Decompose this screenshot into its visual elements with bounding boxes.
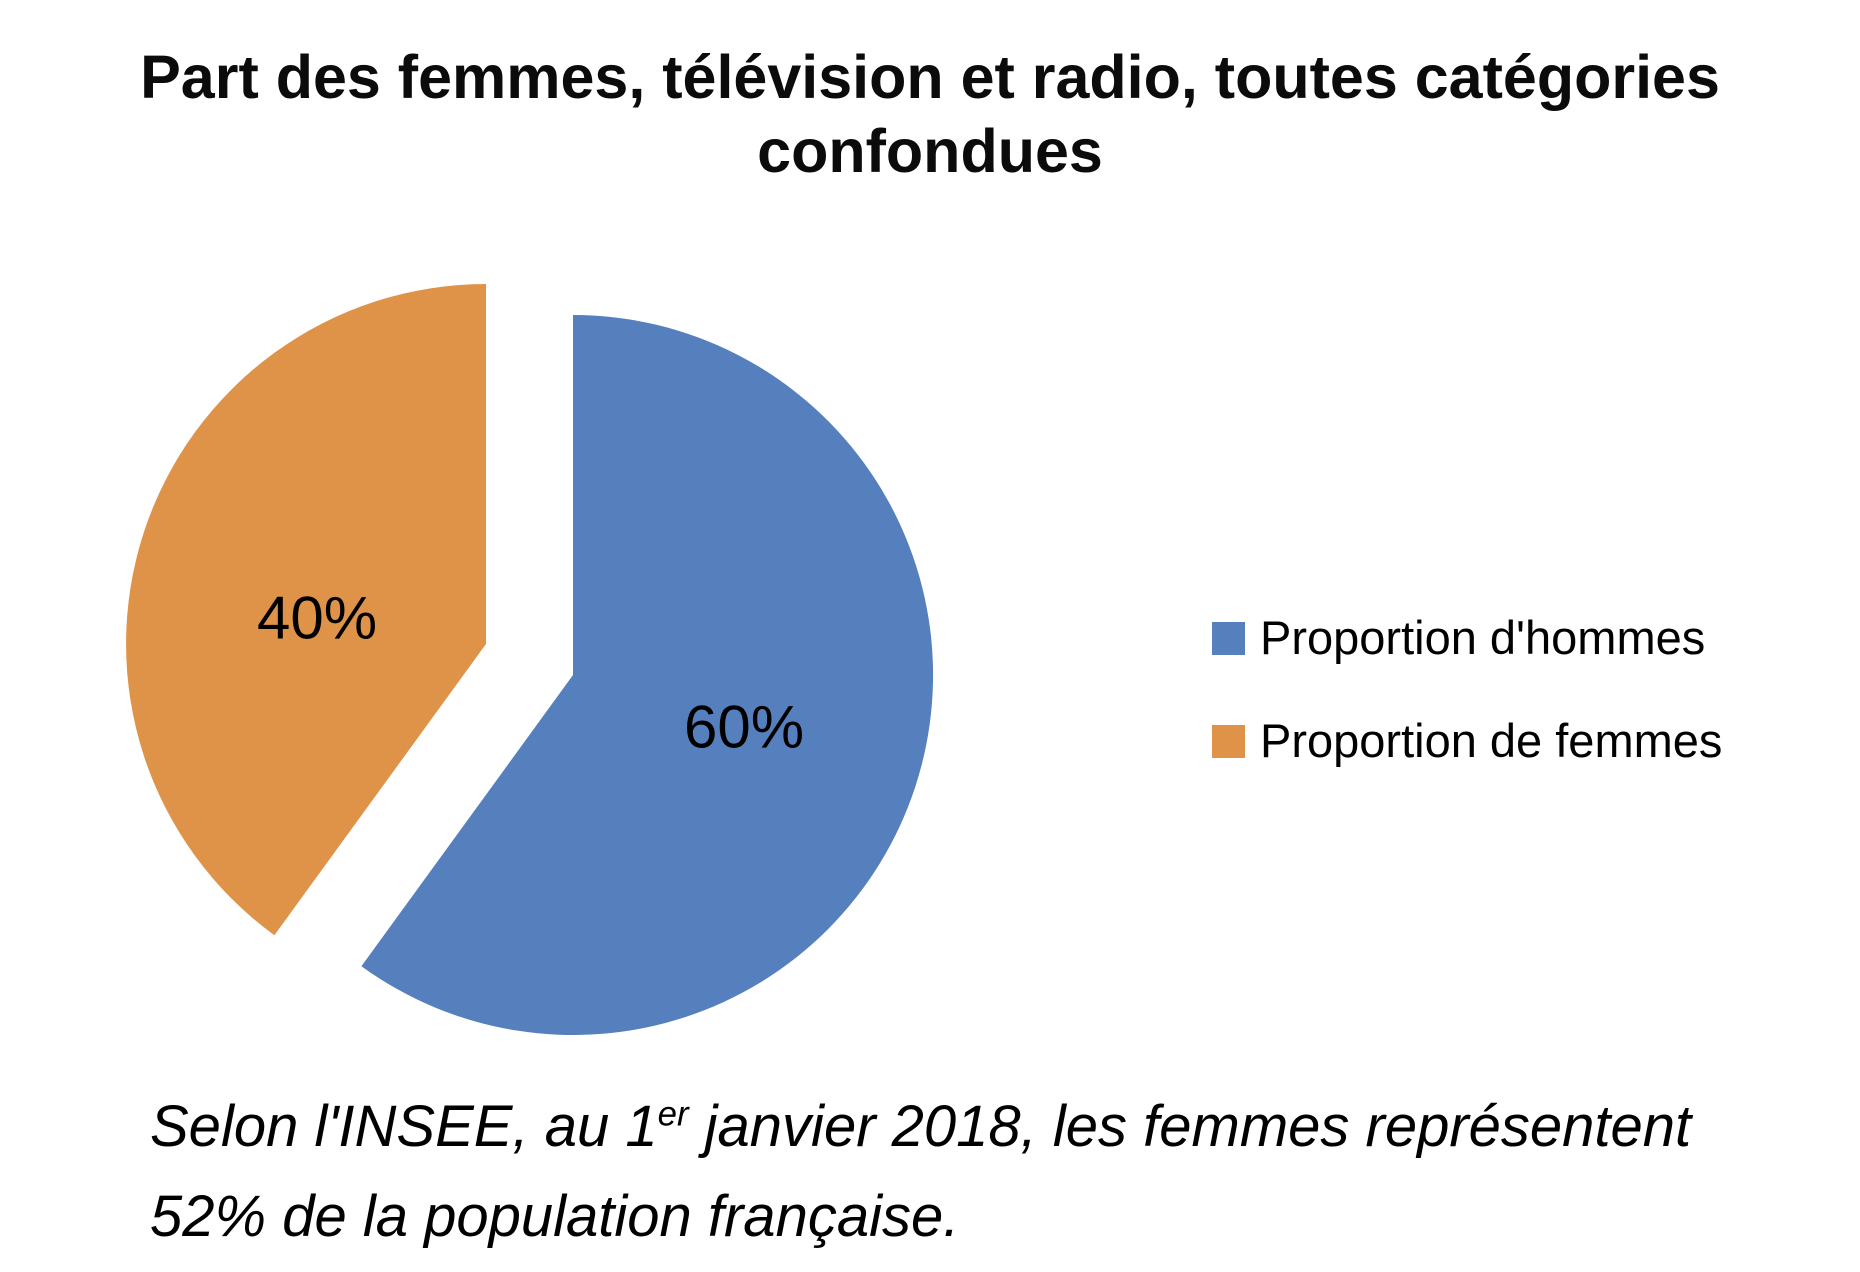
legend-item-femmes: Proportion de femmes [1212, 715, 1722, 767]
source-caption: Selon l'INSEE, au 1er janvier 2018, les … [150, 1082, 1691, 1262]
legend-label-hommes: Proportion d'hommes [1260, 611, 1706, 664]
caption-line-1: Selon l'INSEE, au 1er janvier 2018, les … [150, 1094, 1692, 1159]
caption-superscript: er [657, 1094, 689, 1134]
legend-item-hommes: Proportion d'hommes [1212, 612, 1722, 664]
chart-title-line-1: Part des femmes, télévision et radio, to… [140, 43, 1720, 111]
caption-line-2: 52% de la population française. [150, 1184, 960, 1249]
chart-title-line-2: confondues [757, 117, 1103, 185]
chart-title: Part des femmes, télévision et radio, to… [0, 40, 1860, 188]
pie-label-hommes: 60% [683, 693, 805, 761]
pie-slice-femmes [126, 284, 486, 936]
legend: Proportion d'hommes Proportion de femmes [1212, 612, 1722, 767]
legend-swatch-femmes-icon [1212, 724, 1245, 758]
pie-label-femmes: 40% [256, 584, 378, 652]
legend-swatch-hommes-icon [1212, 621, 1245, 655]
legend-label-femmes: Proportion de femmes [1260, 714, 1723, 767]
pie-slice-hommes [361, 315, 934, 1035]
